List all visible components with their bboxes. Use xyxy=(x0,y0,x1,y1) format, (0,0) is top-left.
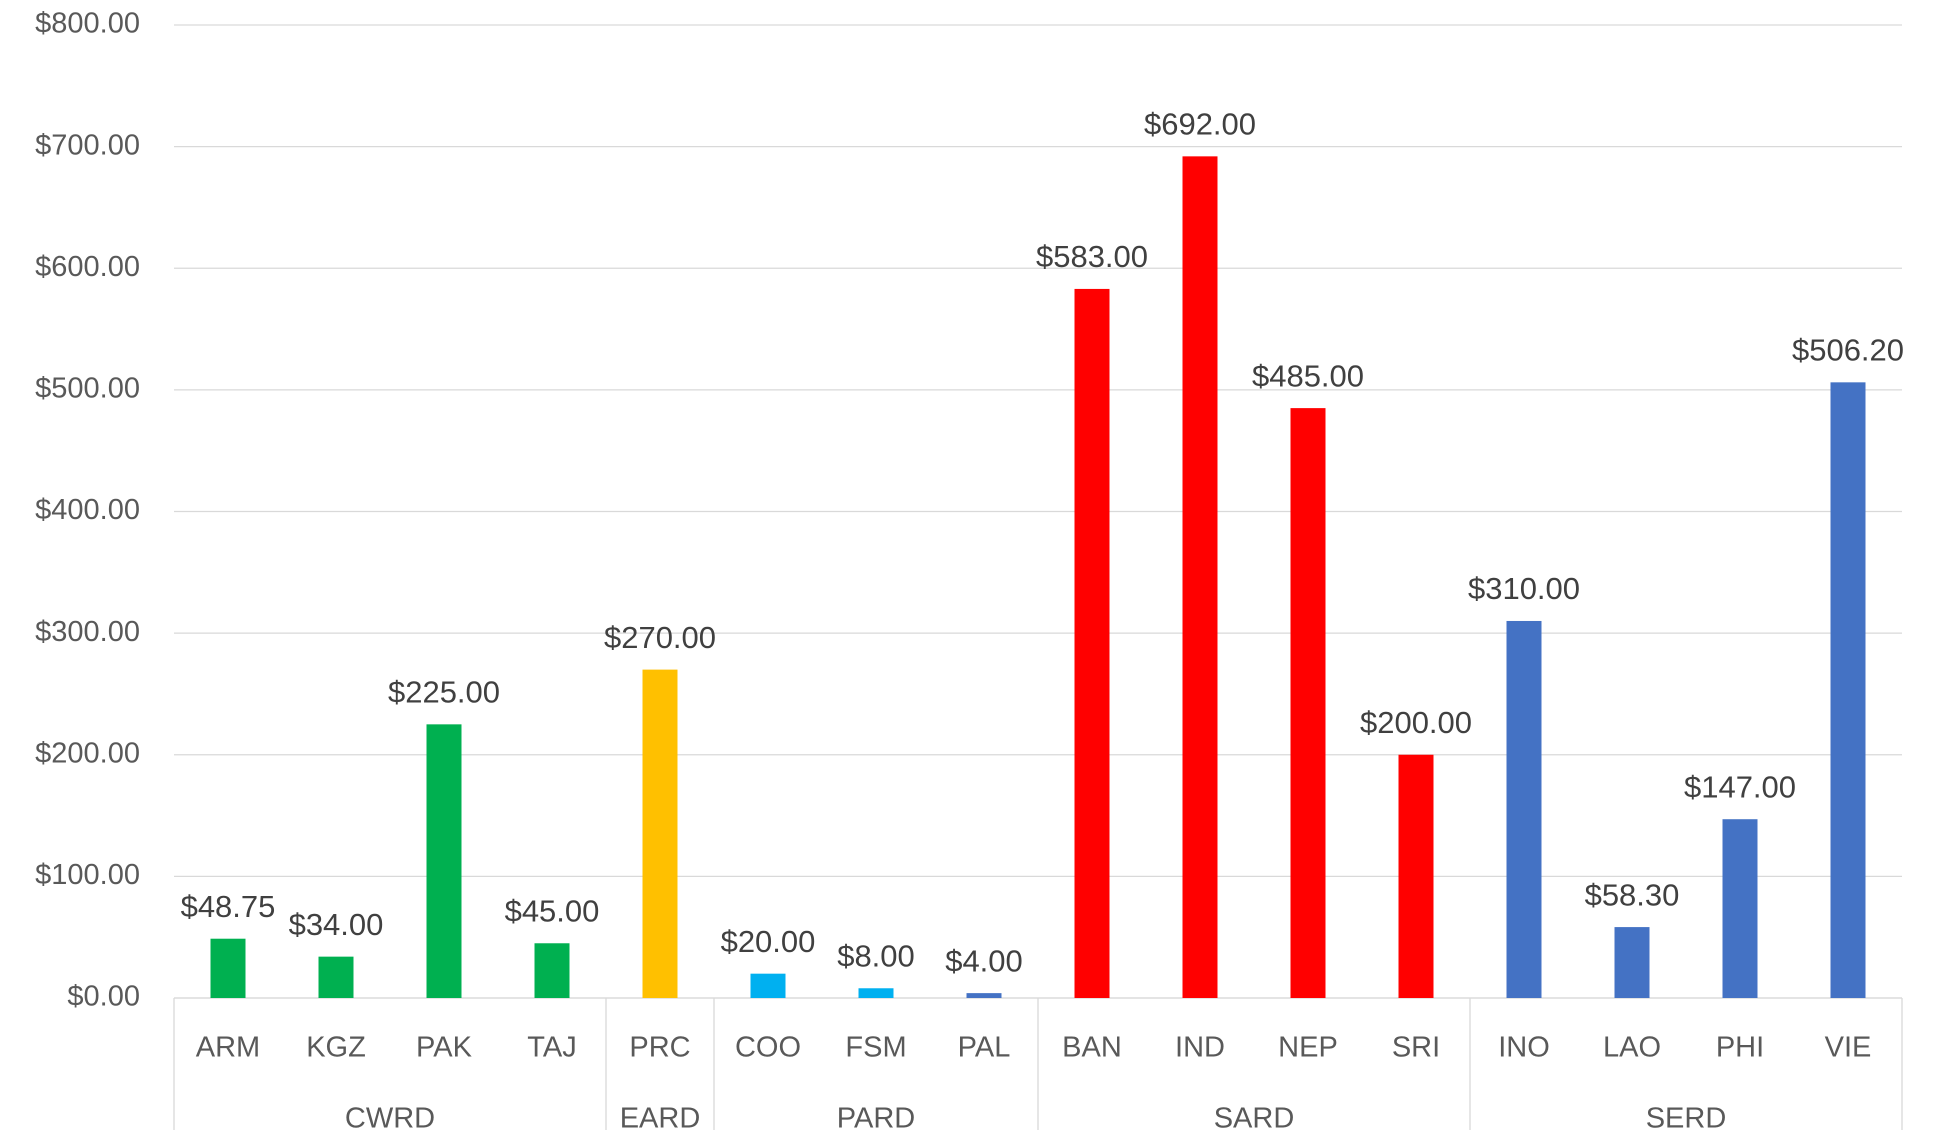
group-label: CWRD xyxy=(345,1103,435,1130)
x-tick-label: PRC xyxy=(629,1032,690,1064)
bar xyxy=(642,669,678,998)
x-tick-label: COO xyxy=(735,1032,801,1064)
y-tick-label: $600.00 xyxy=(35,251,140,283)
value-label: $34.00 xyxy=(289,907,384,942)
bar xyxy=(1506,620,1542,998)
group-label: SARD xyxy=(1214,1103,1295,1130)
y-tick-label: $400.00 xyxy=(35,494,140,526)
value-label: $58.30 xyxy=(1585,877,1680,912)
x-tick-label: NEP xyxy=(1278,1032,1338,1064)
x-tick-label: IND xyxy=(1175,1032,1225,1064)
bar xyxy=(1290,408,1326,998)
value-label: $200.00 xyxy=(1360,705,1472,740)
bar xyxy=(1722,819,1758,998)
bar xyxy=(750,973,786,998)
x-tick-label: LAO xyxy=(1603,1032,1661,1064)
value-label: $225.00 xyxy=(388,675,500,710)
bar xyxy=(1182,156,1218,999)
x-tick-label: ARM xyxy=(196,1032,260,1064)
x-tick-label: VIE xyxy=(1825,1032,1872,1064)
bar xyxy=(966,993,1002,998)
value-label: $48.75 xyxy=(181,889,276,924)
y-tick-label: $300.00 xyxy=(35,616,140,648)
x-tick-label: PAK xyxy=(416,1032,473,1064)
bar xyxy=(1830,382,1866,999)
value-label: $147.00 xyxy=(1684,769,1796,804)
value-label: $45.00 xyxy=(505,893,600,928)
bar xyxy=(1074,288,1110,998)
value-label: $270.00 xyxy=(604,620,716,655)
bar xyxy=(1614,927,1650,998)
y-tick-label: $200.00 xyxy=(35,737,140,769)
y-tick-label: $500.00 xyxy=(35,373,140,405)
value-label: $506.20 xyxy=(1792,333,1904,368)
value-label: $20.00 xyxy=(721,924,816,959)
value-label: $8.00 xyxy=(837,938,915,973)
bar xyxy=(318,956,354,998)
x-tick-label: PHI xyxy=(1716,1032,1764,1064)
x-tick-label: SRI xyxy=(1392,1032,1440,1064)
x-tick-label: KGZ xyxy=(306,1032,366,1064)
group-label: SERD xyxy=(1646,1103,1727,1130)
value-label: $485.00 xyxy=(1252,358,1364,393)
bar xyxy=(426,724,462,998)
bar xyxy=(210,938,246,998)
bar xyxy=(534,943,570,998)
y-tick-label: $0.00 xyxy=(67,981,140,1013)
value-label: $692.00 xyxy=(1144,107,1256,142)
x-tick-label: INO xyxy=(1498,1032,1550,1064)
bar xyxy=(858,988,894,998)
value-label: $4.00 xyxy=(945,943,1023,978)
group-label: EARD xyxy=(620,1103,701,1130)
group-label: PARD xyxy=(837,1103,915,1130)
value-label: $583.00 xyxy=(1036,239,1148,274)
x-tick-label: PAL xyxy=(958,1032,1011,1064)
x-tick-label: FSM xyxy=(845,1032,906,1064)
x-tick-label: BAN xyxy=(1062,1032,1122,1064)
y-tick-label: $100.00 xyxy=(35,859,140,891)
y-tick-label: $800.00 xyxy=(35,8,140,40)
y-tick-label: $700.00 xyxy=(35,129,140,161)
value-label: $310.00 xyxy=(1468,571,1580,606)
x-tick-label: TAJ xyxy=(527,1032,576,1064)
bar xyxy=(1398,754,1434,998)
